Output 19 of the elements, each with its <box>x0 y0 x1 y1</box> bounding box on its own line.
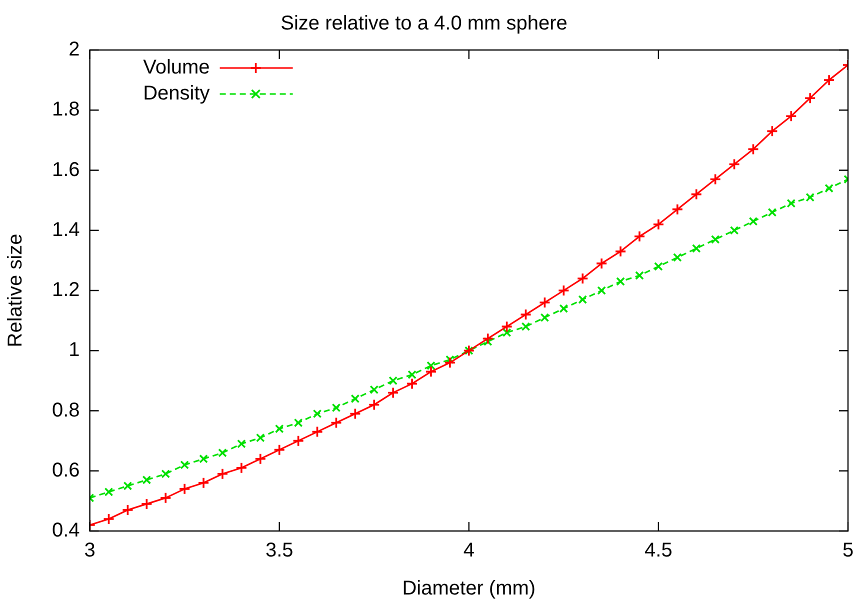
x-tick-label: 4.5 <box>644 540 672 562</box>
y-tick-label: 1.4 <box>52 218 80 241</box>
legend-label: Density <box>143 82 210 105</box>
y-tick-label: 0.4 <box>52 520 80 542</box>
legend-label: Volume <box>143 56 210 79</box>
x-tick-label: 3 <box>84 540 96 562</box>
y-tick-label: 1 <box>68 339 80 362</box>
x-axis-title: Diameter (mm) <box>402 578 536 600</box>
x-tick-label: 3.5 <box>265 540 294 562</box>
y-tick-label: 1.8 <box>52 98 80 121</box>
chart-title: Size relative to a 4.0 mm sphere <box>280 12 568 35</box>
x-tick-label: 4 <box>463 540 474 562</box>
y-tick-label: 1.6 <box>52 158 80 181</box>
y-axis-title: Relative size <box>4 234 27 348</box>
y-tick-label: 0.6 <box>52 459 80 482</box>
x-tick-label: 5 <box>842 540 854 562</box>
y-tick-label: 0.8 <box>52 399 80 422</box>
y-tick-label: 1.2 <box>52 279 80 302</box>
y-tick-label: 2 <box>68 38 80 61</box>
